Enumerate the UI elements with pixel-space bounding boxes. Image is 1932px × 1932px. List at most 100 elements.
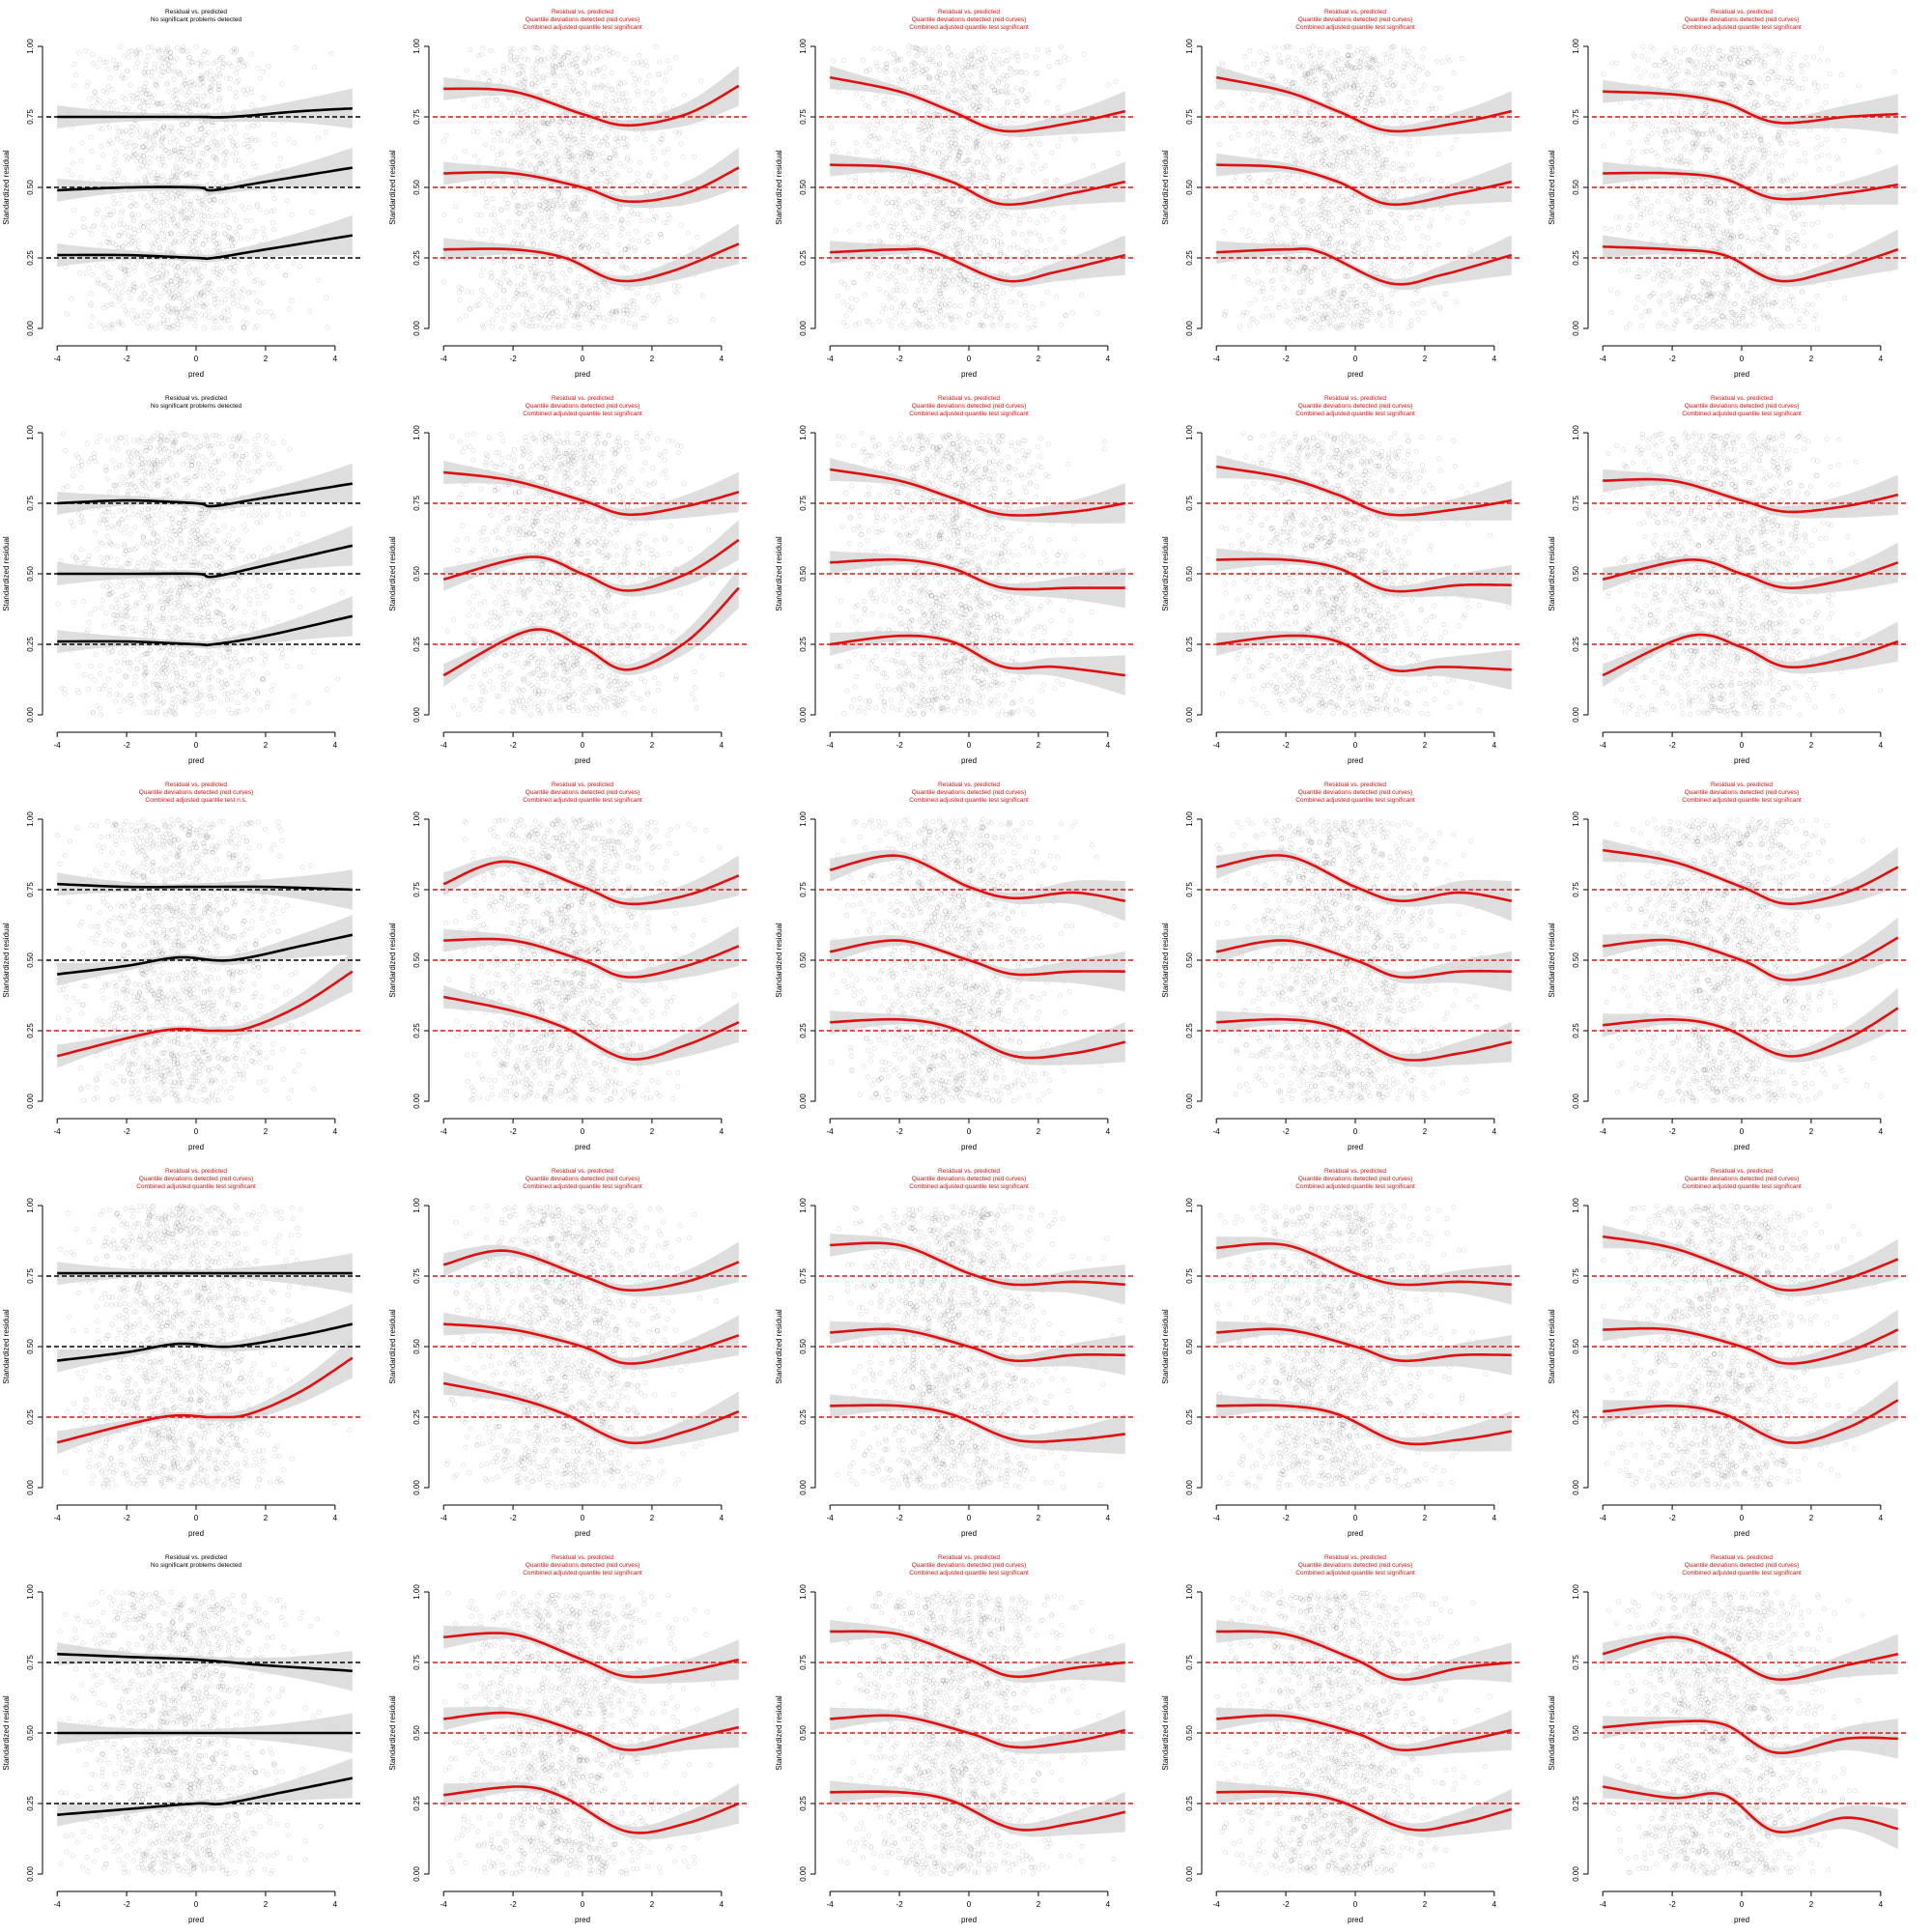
- data-point: [506, 304, 512, 310]
- data-point: [948, 312, 953, 318]
- data-point: [865, 128, 870, 133]
- data-point: [504, 137, 510, 143]
- data-point: [960, 161, 966, 167]
- data-point: [945, 207, 951, 213]
- data-point: [604, 217, 610, 223]
- x-tick-label: 4: [333, 355, 338, 363]
- data-point: [651, 184, 657, 189]
- data-point: [144, 128, 150, 133]
- data-point: [231, 300, 237, 306]
- data-point: [547, 260, 553, 266]
- data-point: [569, 142, 575, 148]
- data-point: [264, 263, 270, 269]
- data-point: [900, 119, 906, 125]
- data-point: [138, 128, 144, 133]
- data-point: [550, 221, 555, 227]
- data-point: [610, 50, 615, 56]
- data-point: [158, 143, 164, 149]
- data-point: [509, 68, 516, 73]
- data-point: [134, 158, 140, 164]
- data-point: [191, 174, 197, 180]
- data-point: [315, 135, 321, 141]
- data-point: [1372, 142, 1378, 148]
- data-point: [111, 260, 117, 266]
- data-point: [587, 130, 593, 136]
- data-point: [189, 243, 196, 249]
- data-point: [982, 313, 988, 319]
- data-point: [978, 98, 983, 103]
- data-point: [176, 264, 182, 270]
- data-point: [511, 238, 517, 244]
- data-point: [1008, 286, 1014, 292]
- data-point: [1042, 163, 1048, 169]
- data-point: [125, 157, 130, 163]
- data-point: [969, 57, 975, 63]
- data-point: [623, 246, 629, 252]
- data-point: [147, 261, 153, 267]
- data-point: [527, 218, 533, 225]
- data-point: [600, 46, 606, 52]
- data-point: [575, 175, 581, 181]
- data-point: [554, 203, 560, 209]
- data-point: [885, 276, 891, 282]
- data-point: [890, 136, 895, 142]
- data-point: [625, 308, 631, 314]
- data-point: [981, 307, 987, 313]
- data-point: [556, 196, 562, 202]
- data-point: [457, 290, 463, 296]
- data-point: [196, 271, 202, 278]
- data-point: [969, 51, 975, 57]
- data-point: [232, 229, 239, 235]
- data-point: [569, 79, 575, 85]
- data-point: [612, 98, 618, 103]
- data-point: [940, 221, 946, 227]
- data-point: [306, 308, 312, 314]
- data-point: [1014, 244, 1020, 250]
- data-point: [187, 79, 193, 86]
- data-point: [977, 103, 982, 109]
- data-point: [872, 126, 878, 132]
- data-point: [530, 302, 536, 308]
- data-point: [1339, 150, 1345, 156]
- data-point: [522, 183, 527, 188]
- data-point: [1012, 323, 1018, 329]
- confidence-band: [57, 88, 353, 128]
- data-point: [163, 48, 169, 55]
- data-point: [1321, 123, 1326, 128]
- data-point: [560, 235, 566, 241]
- data-point: [1276, 106, 1282, 112]
- data-point: [520, 77, 526, 83]
- data-point: [488, 275, 495, 281]
- data-point: [213, 99, 218, 104]
- data-point: [957, 87, 963, 93]
- data-point: [946, 213, 952, 219]
- data-point: [613, 130, 619, 136]
- data-point: [211, 197, 216, 203]
- data-point: [667, 65, 672, 71]
- data-point: [498, 326, 504, 331]
- data-point: [196, 76, 202, 82]
- data-point: [544, 121, 550, 127]
- data-point: [992, 90, 998, 97]
- residual-panel: -4 -2 0 2 4 0.00 0.25 0.50 0.75 1.00 pred Standardi…: [1159, 0, 1546, 386]
- data-point: [606, 317, 611, 323]
- data-point: [1284, 287, 1290, 293]
- data-point: [952, 99, 957, 105]
- data-point: [560, 203, 566, 209]
- data-point: [201, 285, 208, 291]
- data-point: [530, 128, 536, 133]
- data-point: [605, 82, 611, 88]
- data-point: [1392, 218, 1398, 224]
- data-point: [588, 124, 594, 129]
- data-point: [166, 203, 172, 209]
- data-point: [1035, 46, 1040, 53]
- data-point: [550, 187, 555, 193]
- data-point: [548, 142, 554, 149]
- data-point: [563, 69, 569, 74]
- data-point: [1022, 302, 1029, 308]
- data-point: [124, 144, 129, 150]
- data-point: [681, 92, 687, 98]
- data-point: [975, 111, 980, 117]
- data-point: [115, 244, 121, 250]
- data-point: [932, 214, 939, 220]
